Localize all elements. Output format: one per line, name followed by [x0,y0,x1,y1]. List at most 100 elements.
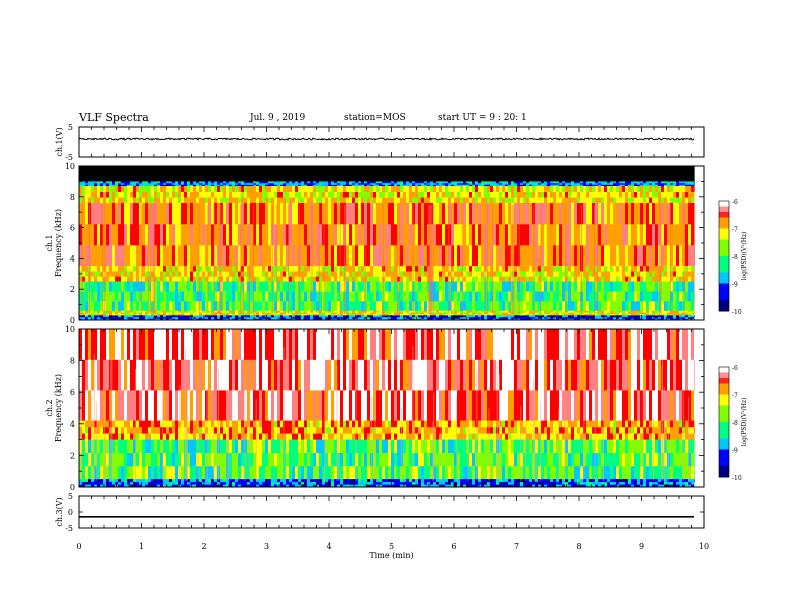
spectrogram-cell [229,291,233,302]
spectrogram-cell [370,176,374,182]
spectrogram-cell [325,316,329,319]
spectrogram-cell [235,202,239,225]
spectrogram-cell [409,318,413,321]
spectrogram-cell [196,176,200,182]
spectrogram-cell [589,176,593,182]
spectrogram-cell [340,266,344,272]
spectrogram-cell [166,176,170,182]
spectrogram-cell [274,245,278,267]
spectrogram-cell [259,301,263,312]
spectrogram-cell [169,245,173,267]
spectrogram-cell [604,184,608,187]
spectrogram-cell [289,315,293,318]
spectrogram-cell [205,181,209,184]
spectrogram-cell [634,310,638,313]
spectrogram-cell [631,202,635,225]
spectrogram-cell [97,271,101,277]
spectrogram-cell [562,313,566,316]
spectrogram-cell [556,313,560,316]
spectrogram-cell [109,301,113,312]
spectrogram-cell [616,191,620,198]
spectrogram-cell [124,266,128,272]
spectrogram-cell [148,166,152,172]
spectrogram-cell [268,191,272,198]
spectrogram-cell [583,166,587,172]
spectrogram-cell [253,176,257,182]
spectrogram-burst [364,204,366,314]
spectrogram-cell [427,197,431,204]
spectrogram-cell [82,276,86,282]
spectrogram-cell [214,197,218,204]
spectrogram-cell [391,266,395,272]
spectrogram-cell [598,276,602,282]
spectrogram-cell [379,316,383,319]
spectrogram-cell [331,316,335,319]
spectrogram-cell [424,312,428,315]
spectrogram-cell [661,315,665,318]
spectrogram-cell [475,276,479,282]
spectrogram-cell [88,182,92,185]
spectrogram-cell [130,224,134,246]
spectrogram-cell [250,312,254,315]
spectrogram-cell [478,316,482,319]
spectrogram-cell [367,224,371,246]
spectrogram-cell [85,202,89,225]
spectrogram-cell [319,166,323,172]
station-label: station=MOS [344,113,406,123]
spectrogram-cell [325,315,329,318]
spectrogram-cell [346,176,350,182]
spectrogram-cell [658,197,662,204]
spectrogram-cell [145,181,149,184]
spectrogram-cell [340,186,344,192]
spectrogram-cell [184,313,188,316]
spectrogram-cell [145,166,149,172]
spectrogram-cell [529,171,533,177]
spectrogram-cell [118,310,122,313]
spectrogram-cell [388,186,392,192]
spectrogram-cell [607,166,611,172]
spectrogram-cell [115,186,119,192]
spectrogram-cell [577,224,581,246]
spectrogram-cell [418,313,422,316]
spectrogram-cell [517,301,521,312]
spectrogram-cell [634,312,638,315]
spectrogram-cell [616,312,620,315]
spectrogram-cell [220,166,224,172]
spectrogram-cell [601,245,605,267]
spectrogram-cell [691,281,695,292]
spectrogram-cell [241,197,245,204]
spectrogram-cell [520,184,524,187]
spectrogram-cell [664,182,668,185]
spectrogram-cell [595,197,599,204]
spectrogram-cell [424,224,428,246]
spectrogram-cell [214,202,218,225]
spectrogram-cell [400,184,404,187]
spectrogram-cell [307,313,311,316]
spectrogram-cell [661,202,665,225]
spectrogram-cell [550,266,554,272]
spectrogram-cell [100,181,104,184]
spectrogram-cell [79,181,83,184]
spectrogram-cell [202,271,206,277]
spectrogram-cell [679,271,683,277]
spectrogram-cell [649,266,653,272]
spectrogram-cell [679,312,683,315]
spectrogram-cell [577,184,581,187]
spectrogram-cell [397,186,401,192]
spectrogram-cell [313,197,317,204]
spectrogram-cell [169,312,173,315]
spectrogram-cell [130,313,134,316]
spectrogram-cell [199,310,203,313]
spectrogram-cell [466,301,470,312]
spectrogram-cell [547,171,551,177]
spectrogram-cell [349,191,353,198]
spectrogram-burst [511,204,513,314]
spectrogram-cell [238,202,242,225]
spectrogram-cell [337,266,341,272]
spectrogram-cell [226,166,230,172]
spectrogram-cell [196,245,200,267]
spectrogram-cell [592,291,596,302]
spectrogram-cell [661,166,665,172]
spectrogram-cell [124,181,128,184]
spectrogram-cell [106,281,110,292]
